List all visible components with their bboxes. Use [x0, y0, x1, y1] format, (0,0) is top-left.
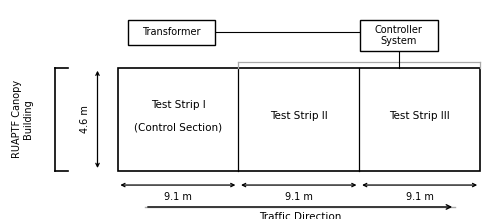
Text: Test Strip II: Test Strip II — [270, 111, 328, 121]
Bar — [118, 68, 480, 171]
Text: Test Strip III: Test Strip III — [389, 111, 450, 121]
Text: RUAPTF Canopy
Building: RUAPTF Canopy Building — [12, 80, 34, 158]
Text: 9.1 m: 9.1 m — [164, 192, 192, 202]
Text: Test Strip I: Test Strip I — [150, 100, 206, 110]
Text: Transformer: Transformer — [142, 27, 201, 37]
Text: Traffic Direction: Traffic Direction — [259, 212, 341, 219]
Text: 9.1 m: 9.1 m — [285, 192, 312, 202]
Bar — [360, 20, 438, 51]
Text: 4.6 m: 4.6 m — [80, 105, 90, 133]
Text: 9.1 m: 9.1 m — [406, 192, 433, 202]
Text: (Control Section): (Control Section) — [134, 122, 222, 132]
Bar — [128, 20, 215, 45]
Text: Controller
System: Controller System — [375, 25, 422, 46]
